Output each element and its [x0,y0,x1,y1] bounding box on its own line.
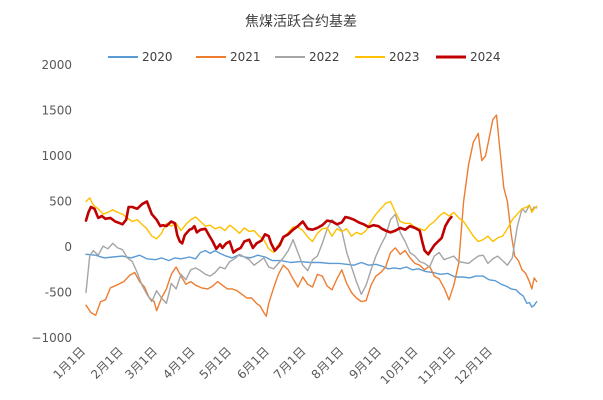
y-tick-label: 1500 [41,104,72,118]
legend-label-2023: 2023 [389,50,420,64]
legend: 2020 2021 2022 2023 2024 [108,50,501,64]
x-tick-label: 7月1日 [271,344,309,382]
x-tick-label: 4月1日 [160,344,198,382]
x-tick-label: 6月1日 [234,344,272,382]
y-tick-label: -500 [45,286,72,300]
x-tick-label: 1月1日 [50,344,88,382]
x-tick-label: 8月1日 [309,344,347,382]
series-line-2024 [84,200,453,256]
series-line-2021 [85,114,538,317]
y-tick-label: 500 [49,195,72,209]
legend-label-2020: 2020 [142,50,173,64]
legend-label-2024: 2024 [470,50,501,64]
x-tick-label: 5月1日 [197,344,235,382]
y-tick-label: 2000 [41,58,72,72]
series-line-2022 [85,204,538,305]
series-line-2023 [85,197,538,254]
plot-lines [84,114,538,317]
series-line-2020 [85,249,538,308]
y-tick-label: −1000 [31,331,72,345]
y-tick-label: 0 [64,240,72,254]
x-tick-label: 10月1日 [378,344,421,387]
x-tick-label: 3月1日 [122,344,160,382]
x-tick-label: 2月1日 [88,344,126,382]
chart-title: 焦煤活跃合约基差 [245,13,357,30]
x-tick-label: 12月1日 [452,344,495,387]
y-tick-label: 1000 [41,149,72,163]
legend-label-2021: 2021 [230,50,261,64]
y-axis: −1000 -500 0 500 1000 1500 2000 [31,58,72,345]
legend-label-2022: 2022 [309,50,340,64]
x-tick-label: 11月1日 [415,344,458,387]
